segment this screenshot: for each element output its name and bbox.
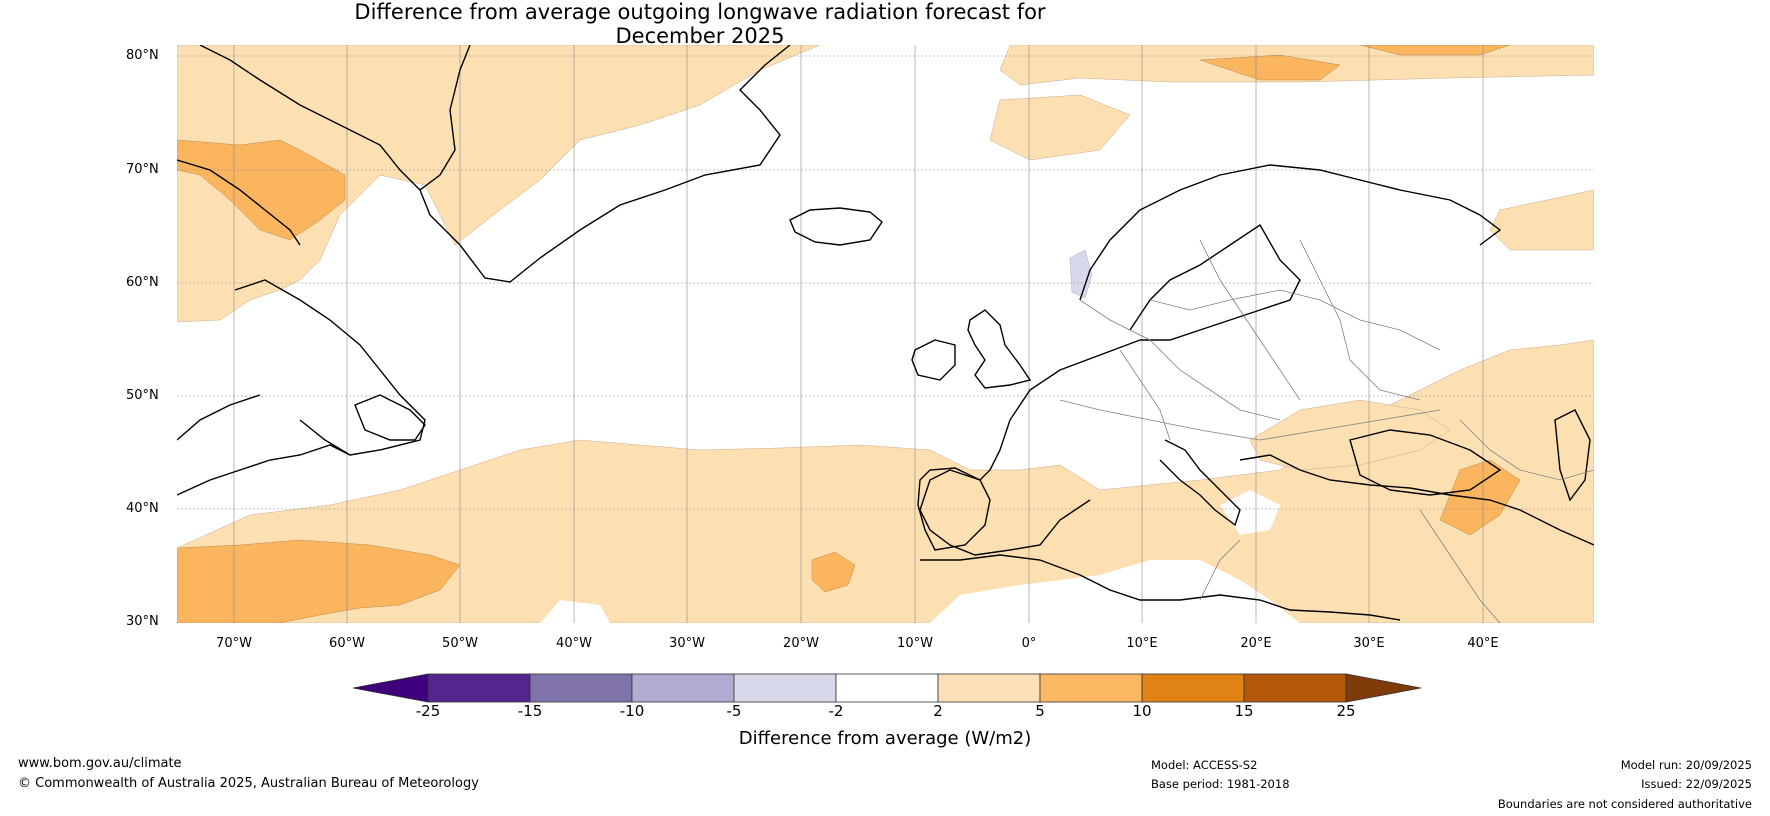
colorbar-tick: 15 — [1234, 702, 1254, 720]
lat-label-30n: 30°N — [126, 614, 159, 629]
lat-label-50n: 50°N — [126, 388, 159, 403]
lat-label-80n: 80°N — [126, 48, 159, 63]
coast-iberia — [917, 467, 991, 551]
anomaly-region-caspian — [1439, 459, 1521, 536]
colorbar-cell — [631, 673, 735, 703]
colorbar-cell — [733, 673, 837, 703]
anomaly-region-atlantic-south — [177, 339, 1594, 623]
base-period-text: Base period: 1981-2018 — [1151, 777, 1290, 791]
anomaly-region-balkans — [1249, 399, 1451, 471]
colorbar-extend-low — [352, 673, 429, 703]
lon-label-20e: 20°E — [1240, 636, 1272, 651]
colorbar-tick: -5 — [726, 702, 742, 720]
coast-baltic — [1129, 224, 1301, 341]
coast-nova-scotia — [177, 444, 351, 496]
colorbar-tick: 5 — [1035, 702, 1045, 720]
anomaly-region-subtropical-atlantic — [177, 539, 461, 623]
colorbar-tick: 25 — [1336, 702, 1356, 720]
colorbar-cell — [1243, 673, 1347, 703]
colorbar-tick: 10 — [1132, 702, 1152, 720]
colorbar-tick: -25 — [415, 702, 441, 720]
colorbar-tick: -15 — [517, 702, 543, 720]
coast-iceland — [789, 207, 883, 246]
colorbar-cell — [529, 673, 633, 703]
coast-hudson — [177, 394, 261, 441]
colorbar-cell — [835, 673, 939, 703]
model-text: Model: ACCESS-S2 — [1151, 758, 1258, 772]
lon-label-40e: 40°E — [1467, 636, 1499, 651]
lat-label-60n: 60°N — [126, 275, 159, 290]
lon-label-0: 0° — [1021, 636, 1037, 651]
coast-baffin-south — [177, 159, 301, 246]
colorbar-cell — [937, 673, 1041, 703]
anomaly-region-labrador — [177, 139, 346, 241]
title-line-1: Difference from average outgoing longwav… — [354, 0, 1046, 24]
colorbar-cells — [352, 673, 1422, 703]
model-run-text: Model run: 20/09/2025 — [1620, 758, 1752, 772]
colorbar-cell — [1141, 673, 1245, 703]
coast-britain — [967, 309, 1032, 389]
colorbar-label: Difference from average (W/m2) — [738, 728, 1032, 749]
coast-newfoundland — [354, 394, 426, 441]
colorbar-tick: -2 — [828, 702, 844, 720]
neutral-region-mid-atlantic — [540, 600, 610, 623]
coast-greenland — [419, 45, 791, 283]
coast-baffin — [199, 45, 421, 191]
coastlines — [177, 45, 1594, 621]
chart-title: Difference from average outgoing longwav… — [0, 0, 1400, 48]
lon-label-40w: 40°W — [556, 636, 592, 651]
lon-label-70w: 70°W — [216, 636, 252, 651]
lon-label-50w: 50°W — [442, 636, 478, 651]
borders — [1059, 239, 1594, 623]
colorbar-extend-high — [1345, 673, 1422, 703]
colorbar-cell — [1039, 673, 1143, 703]
issued-text: Issued: 22/09/2025 — [1641, 777, 1752, 791]
coast-ireland — [911, 339, 956, 381]
title-line-2: December 2025 — [615, 24, 785, 48]
coast-north-africa — [920, 554, 1401, 621]
coast-caspian — [1554, 409, 1591, 502]
copyright-text: © Commonwealth of Australia 2025, Austra… — [18, 776, 479, 791]
map-contours — [177, 45, 1594, 623]
lon-label-20w: 20°W — [783, 636, 819, 651]
coast-scandinavia — [1079, 164, 1502, 301]
anomaly-region-norway-sea — [989, 94, 1131, 161]
anomaly-region-norway-coast — [1069, 249, 1093, 299]
lon-label-30e: 30°E — [1353, 636, 1385, 651]
lon-label-10w: 10°W — [897, 636, 933, 651]
disclaimer-text: Boundaries are not considered authoritat… — [1497, 797, 1752, 811]
coast-italy — [1159, 439, 1241, 527]
gridlines — [177, 45, 1594, 623]
website-link[interactable]: www.bom.gov.au/climate — [18, 756, 182, 771]
colorbar-cell — [427, 673, 531, 703]
lon-label-60w: 60°W — [329, 636, 365, 651]
anomaly-region-arctic-high — [1359, 45, 1511, 56]
coast-western-europe — [919, 339, 1141, 556]
lon-label-10e: 10°E — [1126, 636, 1158, 651]
lat-label-70n: 70°N — [126, 162, 159, 177]
anomaly-region-azores — [811, 551, 856, 593]
lat-label-40n: 40°N — [126, 501, 159, 516]
colorbar-tick: -10 — [619, 702, 645, 720]
anomaly-region-arctic-west — [177, 45, 821, 323]
coast-balkans-turkey — [1239, 454, 1594, 546]
anomaly-region-kola — [1489, 189, 1594, 251]
lon-label-30w: 30°W — [669, 636, 705, 651]
colorbar-tick: 2 — [933, 702, 943, 720]
coast-black-sea — [1349, 429, 1502, 496]
